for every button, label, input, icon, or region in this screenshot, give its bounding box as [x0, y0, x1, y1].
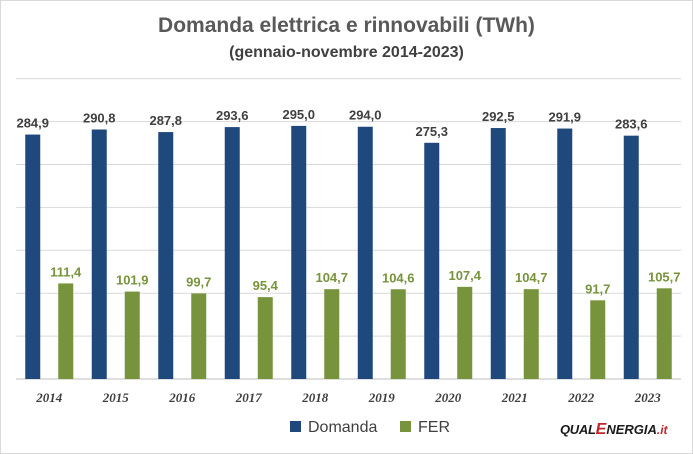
legend-swatch-domanda — [290, 421, 301, 433]
data-label-domanda-2020: 275,3 — [415, 124, 448, 139]
data-label-fer-2018: 104,7 — [315, 270, 348, 285]
data-label-fer-2017: 95,4 — [253, 278, 279, 293]
bar-fer-2017 — [257, 297, 273, 379]
data-label-fer-2022: 91,7 — [585, 281, 610, 296]
bar-fer-2022 — [590, 300, 606, 379]
chart-title: Domanda elettrica e rinnovabili (TWh) — [158, 14, 535, 37]
x-tick-label-2020: 2020 — [434, 390, 462, 405]
bar-domanda-2014 — [25, 134, 41, 379]
data-label-fer-2014: 111,4 — [50, 264, 82, 279]
bar-domanda-2019 — [357, 126, 373, 379]
data-label-fer-2015: 101,9 — [116, 273, 149, 288]
bar-domanda-2023 — [623, 135, 639, 379]
data-label-fer-2016: 99,7 — [186, 274, 211, 289]
data-label-domanda-2014: 284,9 — [16, 116, 49, 131]
data-label-domanda-2015: 290,8 — [83, 110, 116, 125]
bar-domanda-2017 — [224, 127, 240, 379]
legend-swatch-fer — [400, 421, 411, 433]
legend-label-domanda: Domanda — [308, 419, 378, 436]
bar-fer-2014 — [58, 283, 74, 379]
gridlines — [16, 78, 681, 380]
bar-domanda-2020 — [424, 142, 440, 379]
data-label-fer-2019: 104,6 — [382, 270, 415, 285]
x-tick-label-2018: 2018 — [301, 390, 329, 405]
data-label-domanda-2023: 283,6 — [615, 117, 648, 132]
data-label-fer-2021: 104,7 — [515, 270, 548, 285]
value-labels: 284,9 111,4 290,8 101,9 287,8 99,7 293,6 95,4 29… — [16, 107, 680, 296]
bars — [25, 125, 672, 379]
bar-fer-2018 — [324, 289, 340, 379]
data-label-fer-2023: 105,7 — [648, 269, 681, 284]
x-tick-label-2022: 2022 — [567, 390, 595, 405]
legend-item-domanda: Domanda — [290, 419, 377, 437]
bar-domanda-2018 — [291, 125, 307, 379]
x-tick-label-2019: 2019 — [368, 390, 396, 405]
x-tick-label-2017: 2017 — [235, 390, 263, 405]
bar-fer-2023 — [656, 288, 672, 379]
bar-fer-2019 — [390, 289, 406, 379]
bar-domanda-2022 — [557, 128, 573, 379]
data-label-domanda-2019: 294,0 — [349, 108, 382, 123]
x-tick-label-2023: 2023 — [634, 390, 662, 405]
x-tick-label-2014: 2014 — [35, 390, 63, 405]
bar-domanda-2016 — [158, 132, 174, 379]
bar-fer-2016 — [191, 293, 207, 379]
data-label-domanda-2018: 295,0 — [282, 107, 315, 122]
data-label-domanda-2017: 293,6 — [216, 108, 249, 123]
chart-subtitle: (gennaio-novembre 2014-2023) — [229, 44, 464, 61]
x-tick-label-2016: 2016 — [168, 390, 196, 405]
bar-domanda-2021 — [490, 128, 506, 379]
bar-fer-2020 — [457, 286, 473, 379]
data-label-domanda-2016: 287,8 — [149, 113, 182, 128]
x-axis-ticks: 2014 2015 2016 2017 2018 2019 2020 2021 2022 2023 — [35, 390, 661, 405]
bar-fer-2021 — [523, 289, 539, 379]
legend-item-fer: FER — [400, 419, 450, 437]
data-label-fer-2020: 107,4 — [448, 268, 481, 283]
bar-fer-2015 — [124, 291, 140, 379]
qualenergia-logo: QUALENERGIA.it — [560, 421, 668, 438]
bar-domanda-2015 — [91, 129, 107, 379]
data-label-domanda-2022: 291,9 — [548, 110, 581, 125]
x-tick-label-2015: 2015 — [102, 390, 130, 405]
x-tick-label-2021: 2021 — [501, 390, 528, 405]
legend-label-fer: FER — [418, 419, 450, 436]
data-label-domanda-2021: 292,5 — [482, 109, 515, 124]
